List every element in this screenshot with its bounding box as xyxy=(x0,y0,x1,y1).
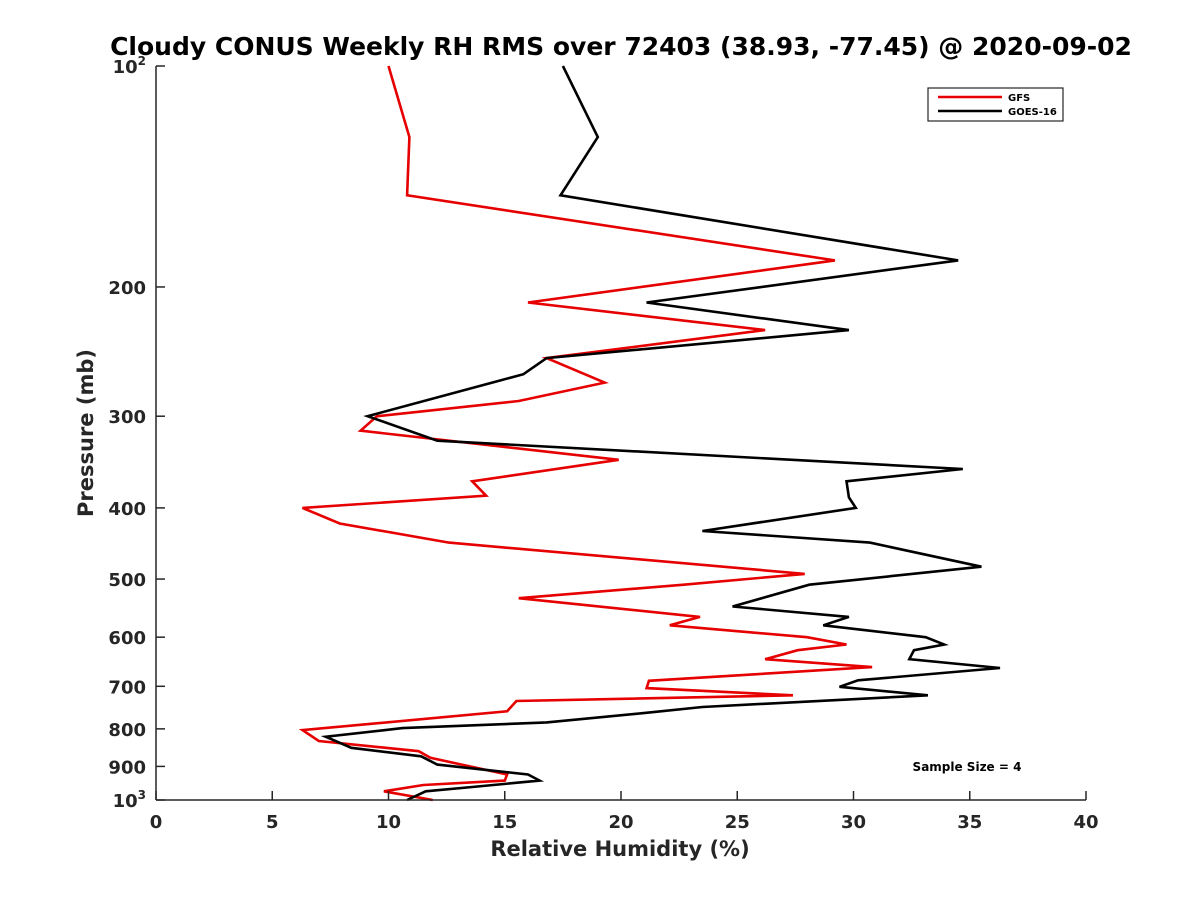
y-tick-label: 400 xyxy=(108,499,146,520)
sample-size-annotation: Sample Size = 4 xyxy=(913,760,1022,774)
x-tick-label: 15 xyxy=(492,812,517,833)
y-tick-label: 700 xyxy=(108,677,146,698)
y-tick-label: 600 xyxy=(108,628,146,649)
y-tick-label: 900 xyxy=(108,757,146,778)
legend-label-goes-16: GOES-16 xyxy=(1008,107,1057,118)
y-tick-label: 102 xyxy=(113,54,146,78)
x-tick-label: 40 xyxy=(1073,812,1098,833)
x-tick-label: 25 xyxy=(725,812,750,833)
y-tick-label: 500 xyxy=(108,570,146,591)
axes-layer: 0 5 10 15 20 25 30 35 40 102 200 300 400 500 600 700 800… xyxy=(108,54,1098,833)
x-tick-label: 5 xyxy=(266,812,279,833)
y-tick-label: 300 xyxy=(108,407,146,428)
series-line-gfs xyxy=(298,65,873,802)
x-tick-label: 0 xyxy=(150,812,163,833)
y-tick-label: 800 xyxy=(108,720,146,741)
series-layer xyxy=(298,65,1001,802)
x-tick-label: 30 xyxy=(841,812,866,833)
x-tick-label: 20 xyxy=(608,812,633,833)
legend-box xyxy=(927,87,1064,122)
chart-title: Cloudy CONUS Weekly RH RMS over 72403 (3… xyxy=(110,32,1132,61)
x-tick-label: 35 xyxy=(957,812,982,833)
y-tick-label: 103 xyxy=(113,788,146,812)
y-tick-label: 200 xyxy=(108,278,146,299)
y-axis-label: Pressure (mb) xyxy=(74,349,98,517)
x-axis-label: Relative Humidity (%) xyxy=(490,837,749,861)
series-line-goes-16 xyxy=(320,65,1001,802)
x-tick-label: 10 xyxy=(376,812,401,833)
legend: GFS GOES-16 xyxy=(927,87,1064,122)
legend-label-gfs: GFS xyxy=(1008,93,1030,104)
